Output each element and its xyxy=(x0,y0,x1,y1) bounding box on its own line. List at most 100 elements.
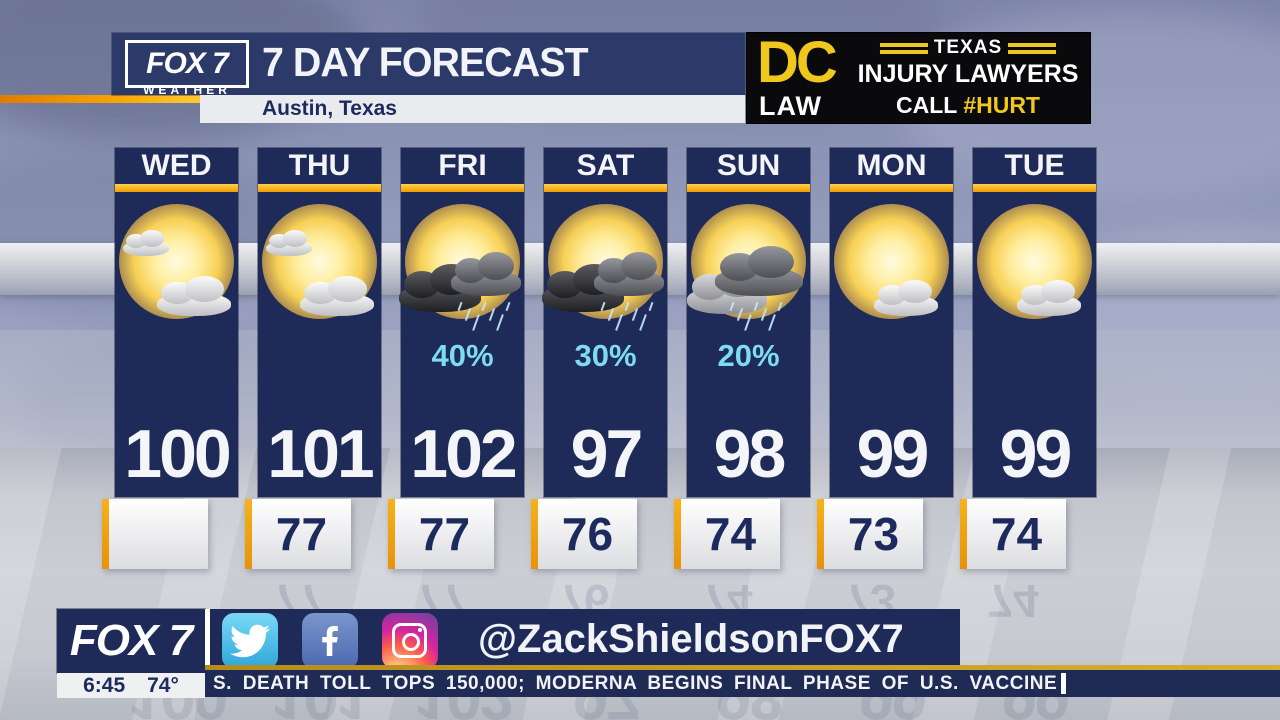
location-banner: Austin, Texas xyxy=(200,95,745,123)
low-temp-accent-stripe xyxy=(817,499,824,569)
ad-line-texas: TEXAS xyxy=(933,37,1003,58)
social-bar: @ZackShieldsonFOX7 xyxy=(210,609,960,670)
day-label: MON xyxy=(856,149,927,182)
fox7-weather-logo: FOX 7 xyxy=(125,40,249,88)
day-accent-bar xyxy=(258,184,381,192)
fox7-logo-subtext: WEATHER xyxy=(143,83,231,97)
news-ticker: S. DEATH TOLL TOPS 150,000; MODERNA BEGI… xyxy=(205,670,1280,697)
forecast-day-column: THU 101 xyxy=(258,148,381,497)
storm-rain-icon xyxy=(399,190,524,338)
day-accent-bar xyxy=(544,184,667,192)
day-label: THU xyxy=(288,149,351,182)
facebook-icon xyxy=(302,613,358,669)
high-temp: 98 xyxy=(713,416,787,492)
footer-divider xyxy=(205,609,210,673)
cloud-shape xyxy=(715,246,803,296)
day-label: SAT xyxy=(576,149,635,182)
ad-left-bars xyxy=(879,42,928,54)
ad-brand-law: LAW xyxy=(759,91,822,121)
partly-cloudy-icon xyxy=(830,190,953,338)
storm-rain-icon xyxy=(542,190,667,338)
low-temp-accent-stripe xyxy=(388,499,395,569)
cloud-shape xyxy=(266,230,312,256)
cloud-shape xyxy=(123,230,169,256)
ad-right-bars xyxy=(1008,42,1057,54)
precip-chance: 20% xyxy=(717,338,780,373)
low-temp-box: 77 xyxy=(245,499,351,569)
ad-line-injury-lawyers: INJURY LAWYERS xyxy=(857,60,1079,88)
day-accent-bar xyxy=(115,184,238,192)
low-temp-box: 74 xyxy=(674,499,780,569)
forecast-day-column: FRI 40% 102 xyxy=(399,148,524,497)
cloud-shape xyxy=(157,276,231,316)
precip-chance: 40% xyxy=(431,338,494,373)
low-temp: 74 xyxy=(704,508,757,560)
day-label: WED xyxy=(141,149,212,182)
mostly-sunny-icon xyxy=(258,190,381,338)
forecast-day-column: SUN 20% 98 xyxy=(687,148,810,497)
low-temp-box xyxy=(102,499,208,569)
low-temp-accent-stripe xyxy=(960,499,967,569)
location-label: Austin, Texas xyxy=(262,97,397,120)
day-label: SUN xyxy=(716,149,781,182)
low-temp-accent-stripe xyxy=(531,499,538,569)
low-temp: 77 xyxy=(275,508,328,560)
cloud-shape xyxy=(1017,280,1081,316)
fox7-logo-text: FOX 7 xyxy=(146,47,229,80)
rain-icon xyxy=(687,190,810,338)
high-temp: 97 xyxy=(570,416,644,492)
low-temp: 76 xyxy=(561,508,614,560)
low-temp-box: 74 xyxy=(960,499,1066,569)
day-accent-bar xyxy=(401,184,524,192)
header-bar: FOX 7 WEATHER 7 DAY FORECAST xyxy=(112,33,745,97)
day-accent-bar xyxy=(830,184,953,192)
low-temp: 74 xyxy=(990,508,1043,560)
current-time: 6:45 xyxy=(83,673,126,697)
low-temp-reflection: 74 xyxy=(987,575,1039,627)
high-temp: 100 xyxy=(124,416,231,492)
day-label: FRI xyxy=(438,149,487,182)
header-accent-bar xyxy=(0,95,200,103)
footer-fox7-logo: FOX 7 xyxy=(57,609,205,673)
twitter-icon xyxy=(222,613,278,669)
low-temp-box: 73 xyxy=(817,499,923,569)
high-temp: 101 xyxy=(267,416,374,492)
high-temp: 99 xyxy=(999,416,1073,492)
cloud-shape xyxy=(874,280,938,316)
low-temp-box: 76 xyxy=(531,499,637,569)
day-accent-bar xyxy=(687,184,810,192)
low-temp-accent-stripe xyxy=(102,499,109,569)
ad-brand-dc: DC xyxy=(757,30,838,95)
forecast-day-column: TUE 99 xyxy=(973,148,1096,497)
forecast-day-column: MON 99 xyxy=(830,148,953,497)
ticker-accent-line xyxy=(205,665,1280,670)
low-temp-accent-stripe xyxy=(245,499,252,569)
cloud-shape xyxy=(300,276,374,316)
low-temp: 77 xyxy=(418,508,471,560)
ad-hashtag-hurt: #HURT xyxy=(963,92,1040,118)
low-temp-box: 77 xyxy=(388,499,494,569)
ticker-cursor xyxy=(1061,673,1067,694)
time-temp-strip: 6:45 74° xyxy=(57,673,205,698)
forecast-day-column: WED 100 xyxy=(115,148,238,497)
cloud-shape xyxy=(594,252,664,296)
high-temp: 102 xyxy=(410,416,517,492)
ticker-text: S. DEATH TOLL TOPS 150,000; MODERNA BEGI… xyxy=(213,672,1058,694)
social-handle: @ZackShieldsonFOX7 xyxy=(478,617,904,661)
ad-line-call: CALL #HURT xyxy=(896,92,1040,118)
partly-cloudy-icon xyxy=(973,190,1096,338)
precip-chance: 30% xyxy=(574,338,637,373)
day-label: TUE xyxy=(1004,149,1065,182)
sponsor-ad: DC LAW TEXAS INJURY LAWYERS CALL #HURT xyxy=(747,30,1090,123)
high-temp: 99 xyxy=(856,416,930,492)
rain-streaks xyxy=(457,301,519,336)
current-temp: 74° xyxy=(147,673,179,697)
low-temp-accent-stripe xyxy=(674,499,681,569)
cloud-shape xyxy=(451,252,521,296)
instagram-icon xyxy=(382,613,438,669)
rain-streaks xyxy=(600,301,662,336)
page-title: 7 DAY FORECAST xyxy=(262,39,589,85)
forecast-day-column: SAT 30% 97 xyxy=(542,148,667,497)
rain-streaks xyxy=(729,301,791,336)
